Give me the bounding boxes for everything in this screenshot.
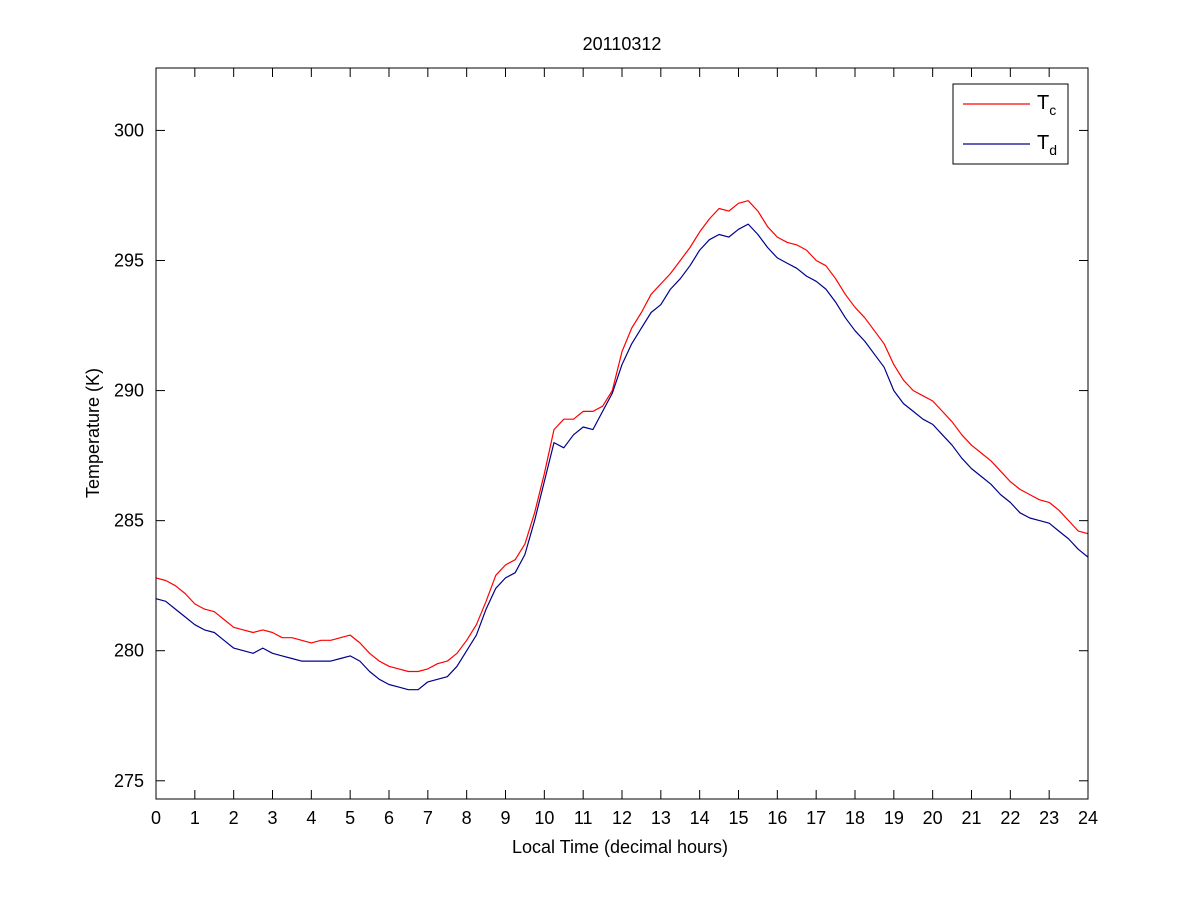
x-tick-label: 3 bbox=[267, 808, 277, 828]
y-axis-label: Temperature (K) bbox=[83, 368, 103, 498]
x-tick-label: 2 bbox=[229, 808, 239, 828]
legend-label-base: T bbox=[1037, 132, 1049, 154]
x-tick-label: 22 bbox=[1000, 808, 1020, 828]
y-tick-label: 290 bbox=[114, 381, 144, 401]
x-axis-label: Local Time (decimal hours) bbox=[512, 837, 728, 857]
x-tick-label: 14 bbox=[690, 808, 710, 828]
x-tick-label: 21 bbox=[961, 808, 981, 828]
y-tick-label: 280 bbox=[114, 641, 144, 661]
legend-label-subscript: c bbox=[1049, 102, 1056, 118]
y-tick-label: 285 bbox=[114, 511, 144, 531]
series-line-1 bbox=[155, 223, 1089, 691]
x-tick-label: 19 bbox=[884, 808, 904, 828]
y-tick-label: 300 bbox=[114, 120, 144, 140]
x-tick-label: 9 bbox=[500, 808, 510, 828]
series-line-0 bbox=[155, 200, 1089, 673]
x-tick-label: 0 bbox=[151, 808, 161, 828]
legend-label-base: T bbox=[1037, 92, 1049, 114]
x-tick-label: 16 bbox=[767, 808, 787, 828]
legend-label-0: Tc bbox=[1037, 92, 1056, 118]
x-tick-label: 10 bbox=[534, 808, 554, 828]
y-tick-label: 295 bbox=[114, 251, 144, 271]
plot-area bbox=[156, 68, 1088, 799]
x-tick-label: 18 bbox=[845, 808, 865, 828]
x-tick-label: 8 bbox=[462, 808, 472, 828]
x-tick-label: 4 bbox=[306, 808, 316, 828]
x-tick-label: 24 bbox=[1078, 808, 1098, 828]
x-tick-label: 5 bbox=[345, 808, 355, 828]
x-tick-label: 13 bbox=[651, 808, 671, 828]
x-tick-label: 15 bbox=[728, 808, 748, 828]
x-tick-label: 11 bbox=[574, 808, 593, 828]
x-tick-label: 23 bbox=[1039, 808, 1059, 828]
x-tick-label: 17 bbox=[806, 808, 826, 828]
x-tick-label: 6 bbox=[384, 808, 394, 828]
legend-label-subscript: d bbox=[1049, 142, 1057, 158]
x-tick-label: 1 bbox=[190, 808, 200, 828]
x-tick-label: 20 bbox=[923, 808, 943, 828]
x-tick-label: 7 bbox=[423, 808, 433, 828]
axes-box bbox=[155, 67, 1089, 800]
x-tick-label: 12 bbox=[612, 808, 632, 828]
legend-box bbox=[952, 83, 1069, 165]
chart-title: 20110312 bbox=[583, 34, 662, 54]
y-tick-label: 275 bbox=[114, 771, 144, 791]
legend-label-1: Td bbox=[1037, 132, 1057, 158]
